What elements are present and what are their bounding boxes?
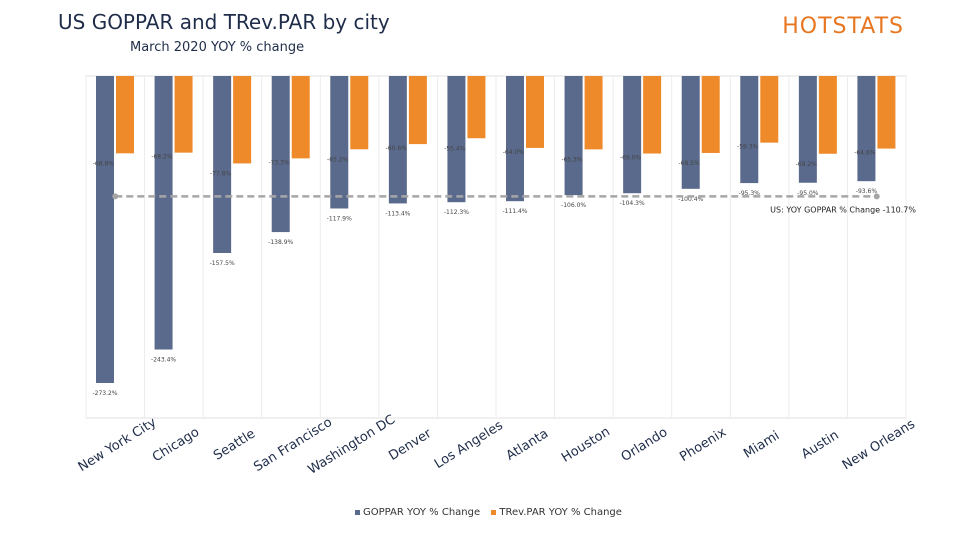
goppar-value-label: -93.6% xyxy=(856,188,878,195)
category-label: Los Angeles xyxy=(432,418,506,472)
category-label: Phoenix xyxy=(677,425,729,465)
legend: GOPPAR YOY % Change TRev.PAR YOY % Chang… xyxy=(355,507,630,518)
trevpar-value-label: -69.0% xyxy=(620,155,642,162)
trevpar-bar-13 xyxy=(877,76,896,149)
legend-trevpar: TRev.PAR YOY % Change xyxy=(491,507,622,518)
hotstats-logo: HOTSTATS xyxy=(782,14,904,39)
trevpar-value-label: -77.8% xyxy=(210,170,232,177)
chart-subtitle: March 2020 YOY % change xyxy=(130,40,305,55)
goppar-bar-1 xyxy=(154,76,173,350)
goppar-value-label: -95.3% xyxy=(739,190,761,197)
category-label: Miami xyxy=(741,428,782,461)
chart-title: US GOPPAR and TRev.PAR by city xyxy=(58,10,390,34)
goppar-bar-2 xyxy=(213,76,232,253)
trevpar-bar-8 xyxy=(584,76,603,150)
us-average-label: US: YOY GOPPAR % Change -110.7% xyxy=(770,205,916,214)
legend-goppar-swatch xyxy=(355,509,360,515)
trevpar-value-label: -68.2% xyxy=(151,154,173,161)
goppar-value-label: -95.0% xyxy=(797,190,819,197)
trevpar-value-label: -64.6% xyxy=(854,150,876,157)
trevpar-value-label: -55.4% xyxy=(444,145,466,152)
goppar-value-label: -243.4% xyxy=(151,357,176,364)
trevpar-bar-3 xyxy=(291,76,310,159)
trevpar-value-label: -65.2% xyxy=(327,156,349,163)
goppar-bar-3 xyxy=(271,76,290,233)
trevpar-bar-2 xyxy=(233,76,252,164)
goppar-value-label: -273.2% xyxy=(92,390,117,397)
category-label: Chicago xyxy=(150,425,202,465)
category-label: New York City xyxy=(76,415,160,475)
goppar-bar-7 xyxy=(506,76,524,202)
goppar-bar-11 xyxy=(740,76,759,184)
trevpar-bar-9 xyxy=(643,76,662,154)
us-average-end-marker xyxy=(873,193,880,200)
goppar-bar-9 xyxy=(623,76,642,194)
us-average-start-marker xyxy=(112,193,119,200)
legend-trevpar-swatch xyxy=(491,509,497,515)
trevpar-value-label: -60.6% xyxy=(386,145,408,152)
trevpar-value-label: -69.2% xyxy=(796,161,818,168)
trevpar-value-label: -73.3% xyxy=(268,159,290,166)
goppar-bar-6 xyxy=(447,76,466,203)
trevpar-bar-10 xyxy=(701,76,720,153)
goppar-bar-13 xyxy=(857,76,876,182)
goppar-value-label: -106.0% xyxy=(561,202,586,209)
trevpar-value-label: -65.3% xyxy=(561,156,583,163)
category-label: Atlanta xyxy=(504,426,552,463)
trevpar-value-label: -68.8% xyxy=(93,160,115,167)
goppar-bar-4 xyxy=(330,76,349,209)
trevpar-value-label: -68.5% xyxy=(678,160,700,167)
trevpar-bar-0 xyxy=(116,76,134,154)
goppar-value-label: -117.9% xyxy=(327,215,352,222)
trevpar-value-label: -59.3% xyxy=(737,144,759,151)
goppar-value-label: -111.4% xyxy=(502,208,527,215)
goppar-bar-0 xyxy=(96,76,114,383)
goppar-value-label: -157.5% xyxy=(210,260,235,267)
goppar-value-label: -112.3% xyxy=(444,209,469,216)
goppar-bar-12 xyxy=(798,76,817,183)
category-label: New Orleans xyxy=(840,417,918,474)
category-label: Austin xyxy=(799,428,842,462)
category-label: Denver xyxy=(386,426,435,464)
goppar-bar-8 xyxy=(564,76,583,196)
goppar-value-label: -138.9% xyxy=(268,239,293,246)
trevpar-value-label: -64.0% xyxy=(503,149,525,156)
trevpar-bar-11 xyxy=(760,76,779,143)
trevpar-bar-6 xyxy=(467,76,486,139)
goppar-value-label: -113.4% xyxy=(385,210,410,217)
category-label: Houston xyxy=(559,424,613,465)
goppar-bar-5 xyxy=(388,76,407,204)
trevpar-bar-12 xyxy=(818,76,837,154)
trevpar-bar-5 xyxy=(408,76,427,145)
trevpar-bar-4 xyxy=(350,76,369,150)
trevpar-bar-1 xyxy=(174,76,193,153)
goppar-bar-10 xyxy=(681,76,700,189)
category-label: Orlando xyxy=(619,425,671,465)
legend-goppar-label: GOPPAR YOY % Change xyxy=(363,507,481,518)
goppar-value-label: -104.3% xyxy=(620,200,645,207)
legend-trevpar-label: TRev.PAR YOY % Change xyxy=(499,507,622,518)
category-label: Seattle xyxy=(211,426,258,463)
goppar-value-label: -100.4% xyxy=(678,196,703,203)
legend-goppar: GOPPAR YOY % Change xyxy=(355,507,480,518)
trevpar-bar-7 xyxy=(526,76,544,148)
